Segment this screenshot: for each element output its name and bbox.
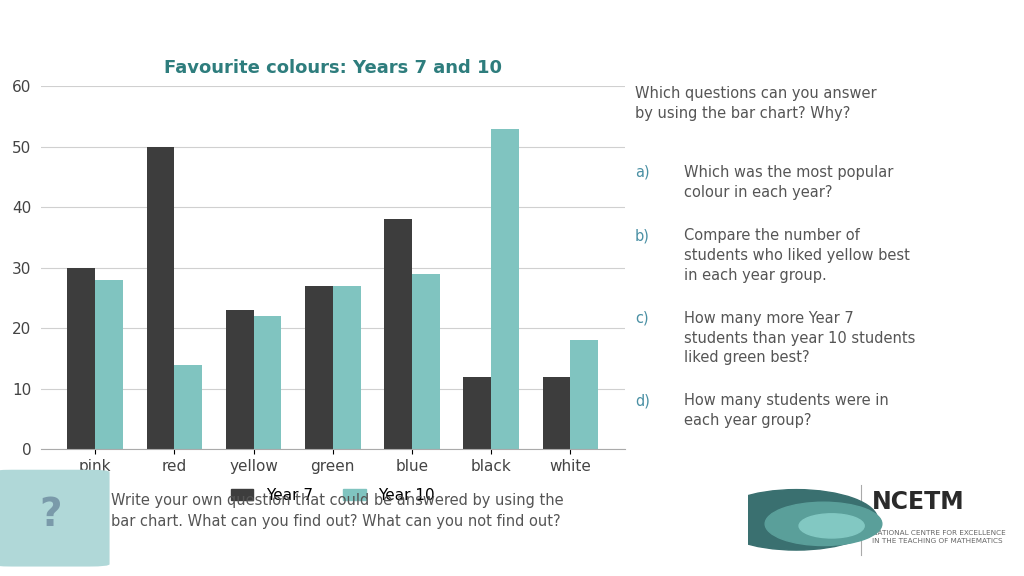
Text: Which was the most popular
colour in each year?: Which was the most popular colour in eac…: [684, 165, 894, 199]
Bar: [254, 316, 282, 449]
Text: NCETM: NCETM: [872, 490, 965, 514]
Text: Which questions can you answer
by using the bar chart? Why?: Which questions can you answer by using …: [635, 86, 877, 121]
Bar: [68, 268, 95, 449]
Title: Favourite colours: Years 7 and 10: Favourite colours: Years 7 and 10: [164, 59, 502, 77]
Text: Compare the number of
students who liked yellow best
in each year group.: Compare the number of students who liked…: [684, 229, 910, 283]
Text: b): b): [635, 229, 650, 244]
Text: How many students were in
each year group?: How many students were in each year grou…: [684, 393, 889, 428]
Circle shape: [765, 502, 882, 545]
Bar: [333, 286, 360, 449]
Text: c): c): [635, 311, 648, 326]
Text: d): d): [635, 393, 650, 408]
Legend: Year 7, Year 10: Year 7, Year 10: [224, 482, 441, 509]
Bar: [464, 377, 492, 449]
Text: a): a): [635, 165, 649, 180]
Text: NATIONAL CENTRE FOR EXCELLENCE
IN THE TEACHING OF MATHEMATICS: NATIONAL CENTRE FOR EXCELLENCE IN THE TE…: [872, 530, 1007, 544]
Circle shape: [715, 490, 878, 550]
Text: Write your own question that could be answered by using the
bar chart. What can : Write your own question that could be an…: [111, 493, 563, 529]
Bar: [305, 286, 333, 449]
Bar: [570, 340, 598, 449]
Bar: [95, 280, 123, 449]
Text: How many more Year 7
students than year 10 students
liked green best?: How many more Year 7 students than year …: [684, 311, 915, 365]
Bar: [384, 219, 412, 449]
Text: ?: ?: [39, 495, 61, 533]
Bar: [492, 129, 519, 449]
Bar: [226, 310, 254, 449]
Text: Checkpoint 2b: Comparing charts part 2: Checkpoint 2b: Comparing charts part 2: [20, 21, 648, 48]
FancyBboxPatch shape: [0, 470, 110, 567]
Bar: [174, 365, 202, 449]
Circle shape: [799, 514, 864, 538]
Bar: [412, 274, 439, 449]
Bar: [146, 147, 174, 449]
Bar: [543, 377, 570, 449]
